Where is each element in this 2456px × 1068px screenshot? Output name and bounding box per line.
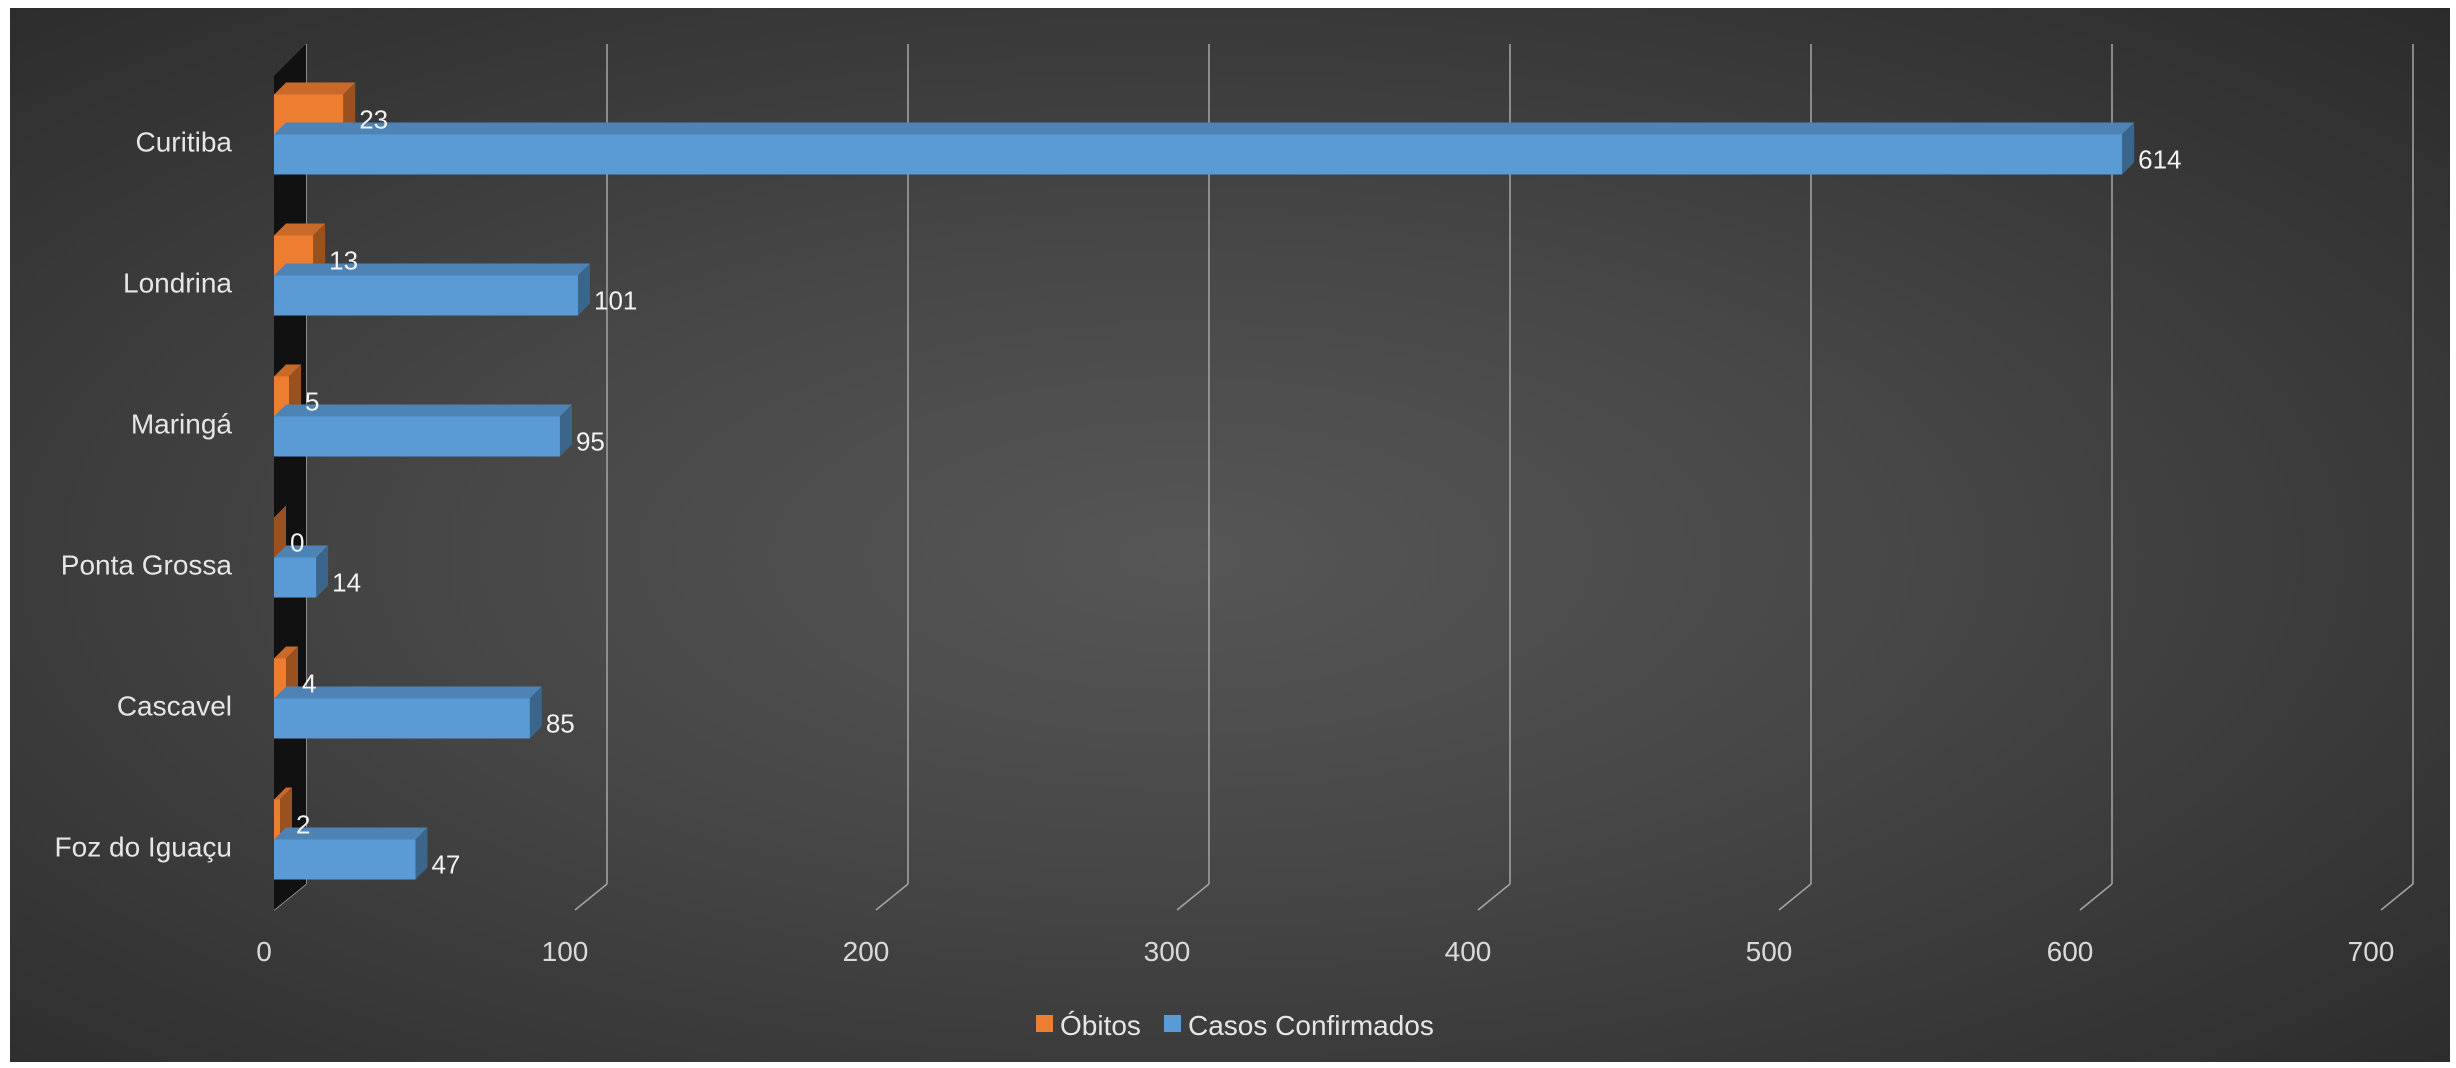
gridline-floor (1477, 883, 1511, 911)
bar-front (274, 658, 287, 699)
bar (274, 545, 329, 598)
x-tick-label: 300 (1144, 936, 1191, 967)
x-tick-label: 400 (1445, 936, 1492, 967)
category-label: Cascavel (117, 691, 232, 722)
bar-top (274, 364, 302, 377)
legend-item: Óbitos (1036, 1010, 1141, 1041)
gridline-floor (574, 883, 608, 911)
data-label: 101 (594, 286, 637, 316)
bar-side (289, 364, 302, 417)
data-label: 95 (576, 427, 605, 457)
legend-swatch (1164, 1015, 1181, 1032)
bar-side (280, 787, 293, 840)
category-label: Londrina (123, 268, 232, 299)
bar-side (286, 646, 299, 699)
bar-side (313, 223, 326, 276)
bar-top (274, 223, 326, 236)
bar (274, 686, 542, 739)
bar-side (559, 404, 572, 457)
data-label: 13 (329, 246, 358, 276)
data-label: 47 (431, 850, 460, 880)
bar-side (343, 82, 356, 135)
bar-top (274, 404, 572, 417)
bar-top (274, 122, 2135, 135)
category-label: Curitiba (136, 127, 233, 158)
bar-front (274, 799, 281, 840)
data-label: 614 (2138, 145, 2181, 175)
data-label: 85 (546, 709, 575, 739)
bar (274, 122, 2135, 175)
legend-swatch (1036, 1015, 1053, 1032)
bar-top (274, 686, 542, 699)
data-label: 4 (302, 669, 316, 699)
x-tick-label: 0 (256, 936, 272, 967)
data-label: 5 (305, 387, 319, 417)
gridline-floor (875, 883, 909, 911)
bar-top (274, 82, 356, 95)
x-tick-label: 600 (2047, 936, 2094, 967)
x-tick-label: 100 (542, 936, 589, 967)
gridline-floor (1176, 883, 1210, 911)
legend-label: Óbitos (1060, 1010, 1141, 1041)
gridline-floor (2079, 883, 2113, 911)
data-label: 2 (296, 810, 310, 840)
bar (274, 404, 572, 457)
category-label: Ponta Grossa (61, 550, 233, 581)
legend-item: Casos Confirmados (1164, 1010, 1434, 1041)
data-label: 0 (290, 528, 304, 558)
bar-side (316, 545, 329, 598)
gridlines (273, 44, 2414, 911)
bar (274, 827, 428, 880)
bar (274, 263, 591, 316)
category-label: Foz do Iguaçu (55, 832, 232, 863)
bar-top (274, 646, 299, 659)
bar-front (274, 557, 317, 598)
bar (274, 646, 299, 699)
bar-side (2122, 122, 2135, 175)
gridline-floor (2380, 883, 2414, 911)
bar-front (274, 134, 2123, 175)
legend: Óbitos Casos Confirmados (1036, 1010, 1434, 1041)
data-label: 23 (359, 105, 388, 135)
bar-top (274, 263, 591, 276)
data-label: 14 (332, 568, 361, 598)
x-axis-tick-labels: 0 100 200 300 400 500 600 700 (256, 936, 2394, 967)
bars (274, 82, 2135, 880)
bar-side (529, 686, 542, 739)
bar-top (274, 787, 293, 800)
bar-front (274, 416, 560, 457)
category-labels: Curitiba Londrina Maringá Ponta Grossa Casca… (55, 127, 233, 863)
bar-top (274, 827, 428, 840)
data-labels: 23 614 13 101 5 95 0 14 4 85 2 47 (290, 105, 2182, 880)
bar-side (274, 505, 286, 558)
bar (274, 505, 286, 558)
legend-label: Casos Confirmados (1188, 1010, 1434, 1041)
bar-front (274, 275, 579, 316)
category-label: Maringá (131, 409, 233, 440)
bar-top (274, 545, 329, 558)
chart-area (10, 8, 2450, 1062)
gridline-floor (1778, 883, 1812, 911)
x-tick-label: 700 (2348, 936, 2395, 967)
x-tick-label: 500 (1746, 936, 1793, 967)
bar-front (274, 839, 416, 880)
x-tick-label: 200 (843, 936, 890, 967)
bar-front (274, 698, 530, 739)
bar (274, 787, 293, 840)
bar-side (415, 827, 428, 880)
bar-side (578, 263, 591, 316)
